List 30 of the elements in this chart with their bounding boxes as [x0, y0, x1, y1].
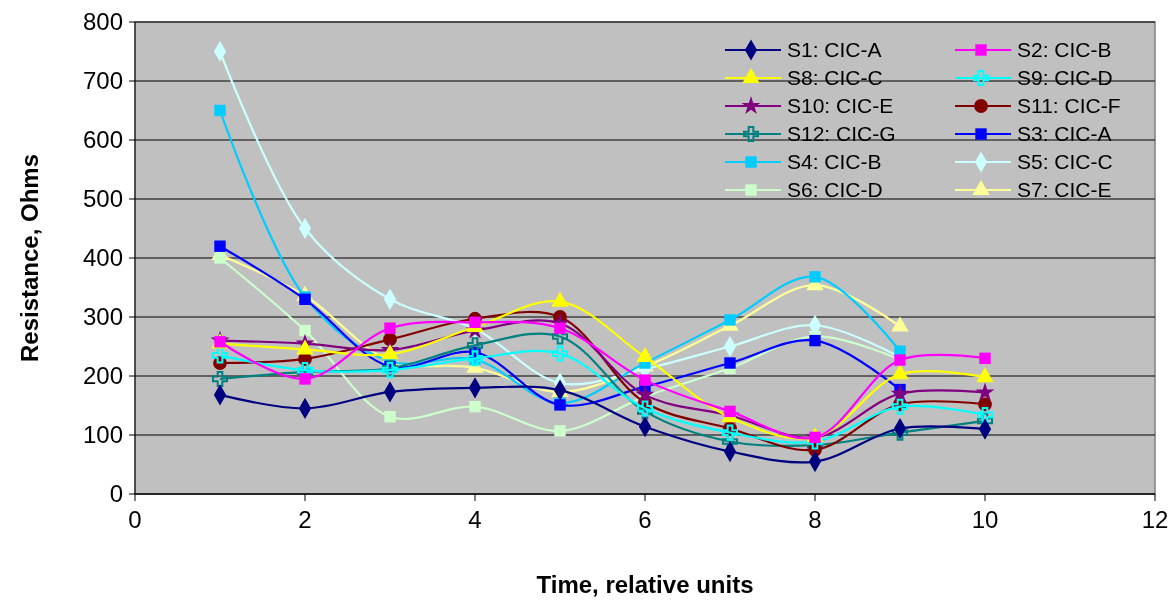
y-tick-label: 400 — [82, 244, 123, 272]
x-tick-label: 8 — [808, 506, 822, 533]
x-tick-label: 6 — [638, 506, 652, 533]
y-tick-label: 0 — [109, 480, 123, 508]
x-tick-label: 2 — [298, 506, 312, 533]
x-tick-label: 10 — [971, 506, 999, 533]
legend-label: S11: CIC-F — [1017, 94, 1121, 118]
legend-label: S5: CIC-C — [1017, 150, 1113, 174]
x-tick-label: 0 — [128, 506, 142, 533]
x-tick-label: 12 — [1141, 506, 1169, 533]
legend-label: S7: CIC-E — [1017, 178, 1112, 202]
legend-label: S12: CIC-G — [787, 122, 896, 146]
legend-label: S8: CIC-C — [787, 66, 883, 90]
x-tick-label: 4 — [468, 506, 482, 533]
y-tick-label: 600 — [82, 126, 123, 154]
legend-label: S1: CIC-A — [787, 38, 882, 62]
y-tick-label: 300 — [82, 303, 123, 331]
y-tick-label: 200 — [82, 362, 123, 390]
legend-label: S6: CIC-D — [787, 178, 883, 202]
legend-label: S2: CIC-B — [1017, 38, 1112, 62]
x-axis-title: Time, relative units — [536, 571, 754, 598]
legend-label: S4: CIC-B — [787, 150, 882, 174]
legend-label: S9: CIC-D — [1017, 66, 1113, 90]
legend-label: S10: CIC-E — [787, 94, 894, 118]
y-tick-label: 800 — [82, 8, 123, 36]
y-axis-title: Resistance, Ohms — [16, 153, 43, 363]
y-tick-label: 100 — [82, 421, 123, 449]
y-tick-label: 500 — [82, 185, 123, 213]
y-tick-label: 700 — [82, 67, 123, 95]
legend-label: S3: CIC-A — [1017, 122, 1112, 146]
